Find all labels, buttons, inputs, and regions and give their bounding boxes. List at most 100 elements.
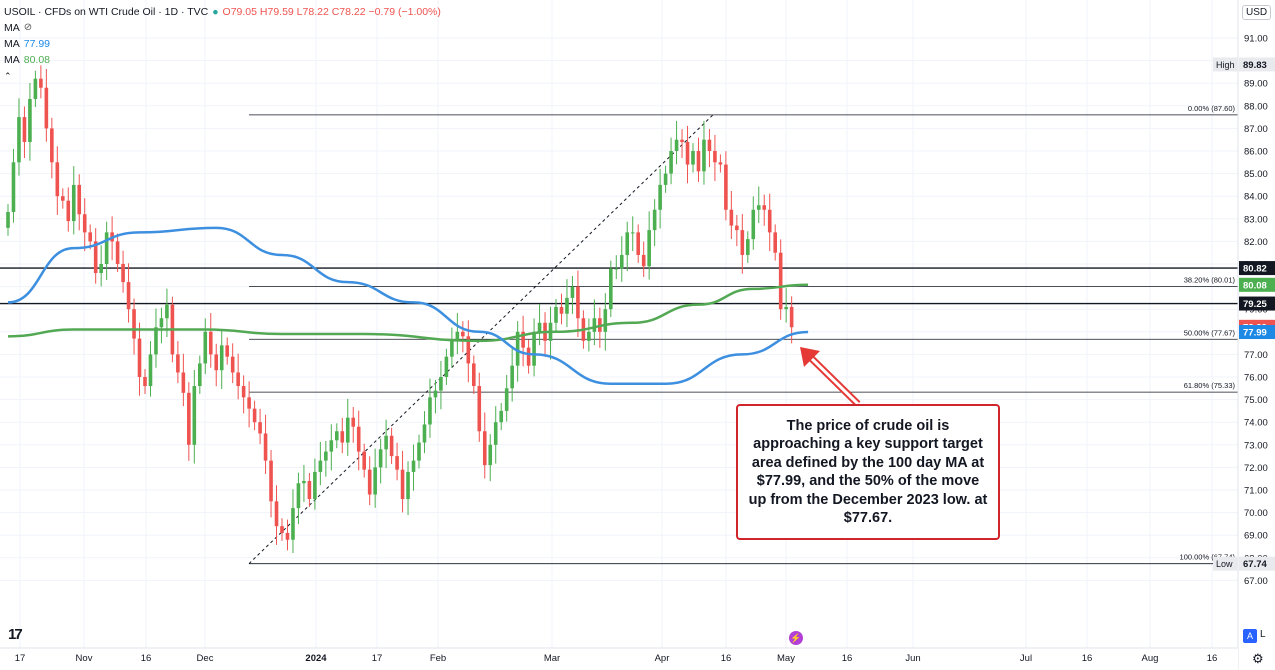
candle: [674, 120, 679, 165]
time-tick-label: 16: [141, 653, 152, 664]
candle-body: [746, 239, 750, 255]
price-tick-label: 84.00: [1244, 192, 1268, 203]
candle-body: [702, 139, 706, 172]
event-icon[interactable]: ⚡: [789, 631, 803, 645]
candle: [702, 120, 706, 185]
candle-body: [652, 209, 657, 231]
candle: [192, 369, 197, 464]
candle-body: [510, 365, 514, 389]
candle: [17, 98, 21, 176]
candle: [93, 228, 98, 284]
candle-body: [17, 117, 21, 163]
annotation-callout: The price of crude oil is approaching a …: [736, 404, 1000, 540]
candle-body: [50, 128, 54, 163]
candle-body: [367, 469, 372, 495]
chart-legend: USOIL · CFDs on WTI Crude Oil · 1D · TVC…: [4, 4, 441, 84]
candle: [636, 224, 640, 263]
candle: [718, 154, 723, 173]
fib-level-label: 100.00% (67.74): [1180, 553, 1236, 562]
price-tag-value: 79.25: [1243, 299, 1267, 310]
legend-ma-row-1[interactable]: MA ⊘: [4, 20, 441, 36]
candle-body: [521, 331, 525, 348]
auto-scale-button[interactable]: A: [1243, 629, 1257, 643]
candle-body: [219, 345, 224, 371]
legend-ma-row-3[interactable]: MA 80.08: [4, 52, 441, 68]
candle: [99, 245, 103, 287]
candle: [115, 233, 120, 272]
candle: [6, 204, 10, 236]
legend-collapse[interactable]: ⌃: [4, 68, 441, 84]
candle-body: [373, 467, 377, 495]
candle: [362, 443, 366, 478]
candle: [669, 137, 673, 185]
candle: [143, 369, 147, 394]
candle-body: [115, 241, 120, 264]
candle-body: [285, 532, 290, 540]
candle-body: [159, 318, 164, 328]
ma-100-line: [7, 226, 809, 386]
candle: [504, 374, 509, 422]
candle: [219, 329, 224, 389]
candle: [318, 441, 323, 486]
time-tick-label: Jun: [905, 653, 920, 664]
candle: [356, 410, 361, 471]
candle: [247, 381, 251, 428]
candle: [203, 318, 208, 375]
candle: [680, 129, 684, 159]
price-tag-value: 80.82: [1243, 264, 1267, 275]
candle-body: [356, 426, 361, 452]
candle-body: [88, 232, 92, 242]
candle: [493, 406, 498, 464]
candle-body: [756, 205, 761, 210]
candle-body: [625, 232, 630, 255]
candle: [477, 372, 482, 442]
candle-body: [570, 286, 575, 298]
candle-body: [641, 254, 646, 267]
currency-selector[interactable]: USD: [1242, 5, 1272, 20]
legend-ma-row-2[interactable]: MA 77.99: [4, 36, 441, 52]
candle-body: [225, 345, 229, 357]
log-scale-button[interactable]: L: [1260, 629, 1266, 640]
price-tag-label: High: [1216, 60, 1235, 70]
candle: [198, 355, 202, 394]
symbol-title: USOIL · CFDs on WTI Crude Oil · 1D · TVC: [4, 6, 209, 18]
candle-body: [778, 252, 783, 310]
candle: [576, 270, 580, 337]
candle: [587, 318, 591, 352]
candle-body: [61, 196, 65, 201]
candle-body: [389, 435, 394, 457]
candle: [121, 250, 125, 293]
gear-icon[interactable]: ⚙: [1252, 651, 1264, 666]
candle-body: [735, 225, 739, 231]
candle: [335, 423, 339, 449]
price-tag-bg: [1239, 556, 1275, 571]
candle: [55, 146, 60, 215]
candle: [685, 125, 690, 184]
eye-hidden-icon[interactable]: ⊘: [23, 22, 33, 33]
candle-body: [176, 354, 180, 373]
candle-body: [499, 410, 503, 423]
candle: [378, 438, 383, 484]
price-tick-label: 86.00: [1244, 147, 1268, 158]
collapse-icon[interactable]: ⌃: [4, 71, 12, 81]
candle: [598, 307, 602, 348]
candle-body: [340, 431, 345, 443]
candle-body: [450, 340, 454, 357]
time-tick-label: 16: [721, 653, 732, 664]
candle-body: [504, 388, 509, 411]
candle-body: [208, 331, 213, 355]
candle: [767, 193, 772, 252]
candle-body: [767, 209, 772, 233]
time-tick-label: May: [777, 653, 795, 664]
candle: [433, 379, 438, 414]
time-tick-label: Jul: [1020, 653, 1032, 664]
candle-body: [378, 449, 383, 468]
candle-body: [395, 456, 399, 470]
price-tick-label: 77.00: [1244, 350, 1268, 361]
candle: [751, 196, 756, 250]
candle: [713, 134, 717, 182]
candle-body: [729, 209, 734, 226]
price-tick-label: 88.00: [1244, 101, 1268, 112]
legend-symbol-row[interactable]: USOIL · CFDs on WTI Crude Oil · 1D · TVC…: [4, 4, 441, 20]
